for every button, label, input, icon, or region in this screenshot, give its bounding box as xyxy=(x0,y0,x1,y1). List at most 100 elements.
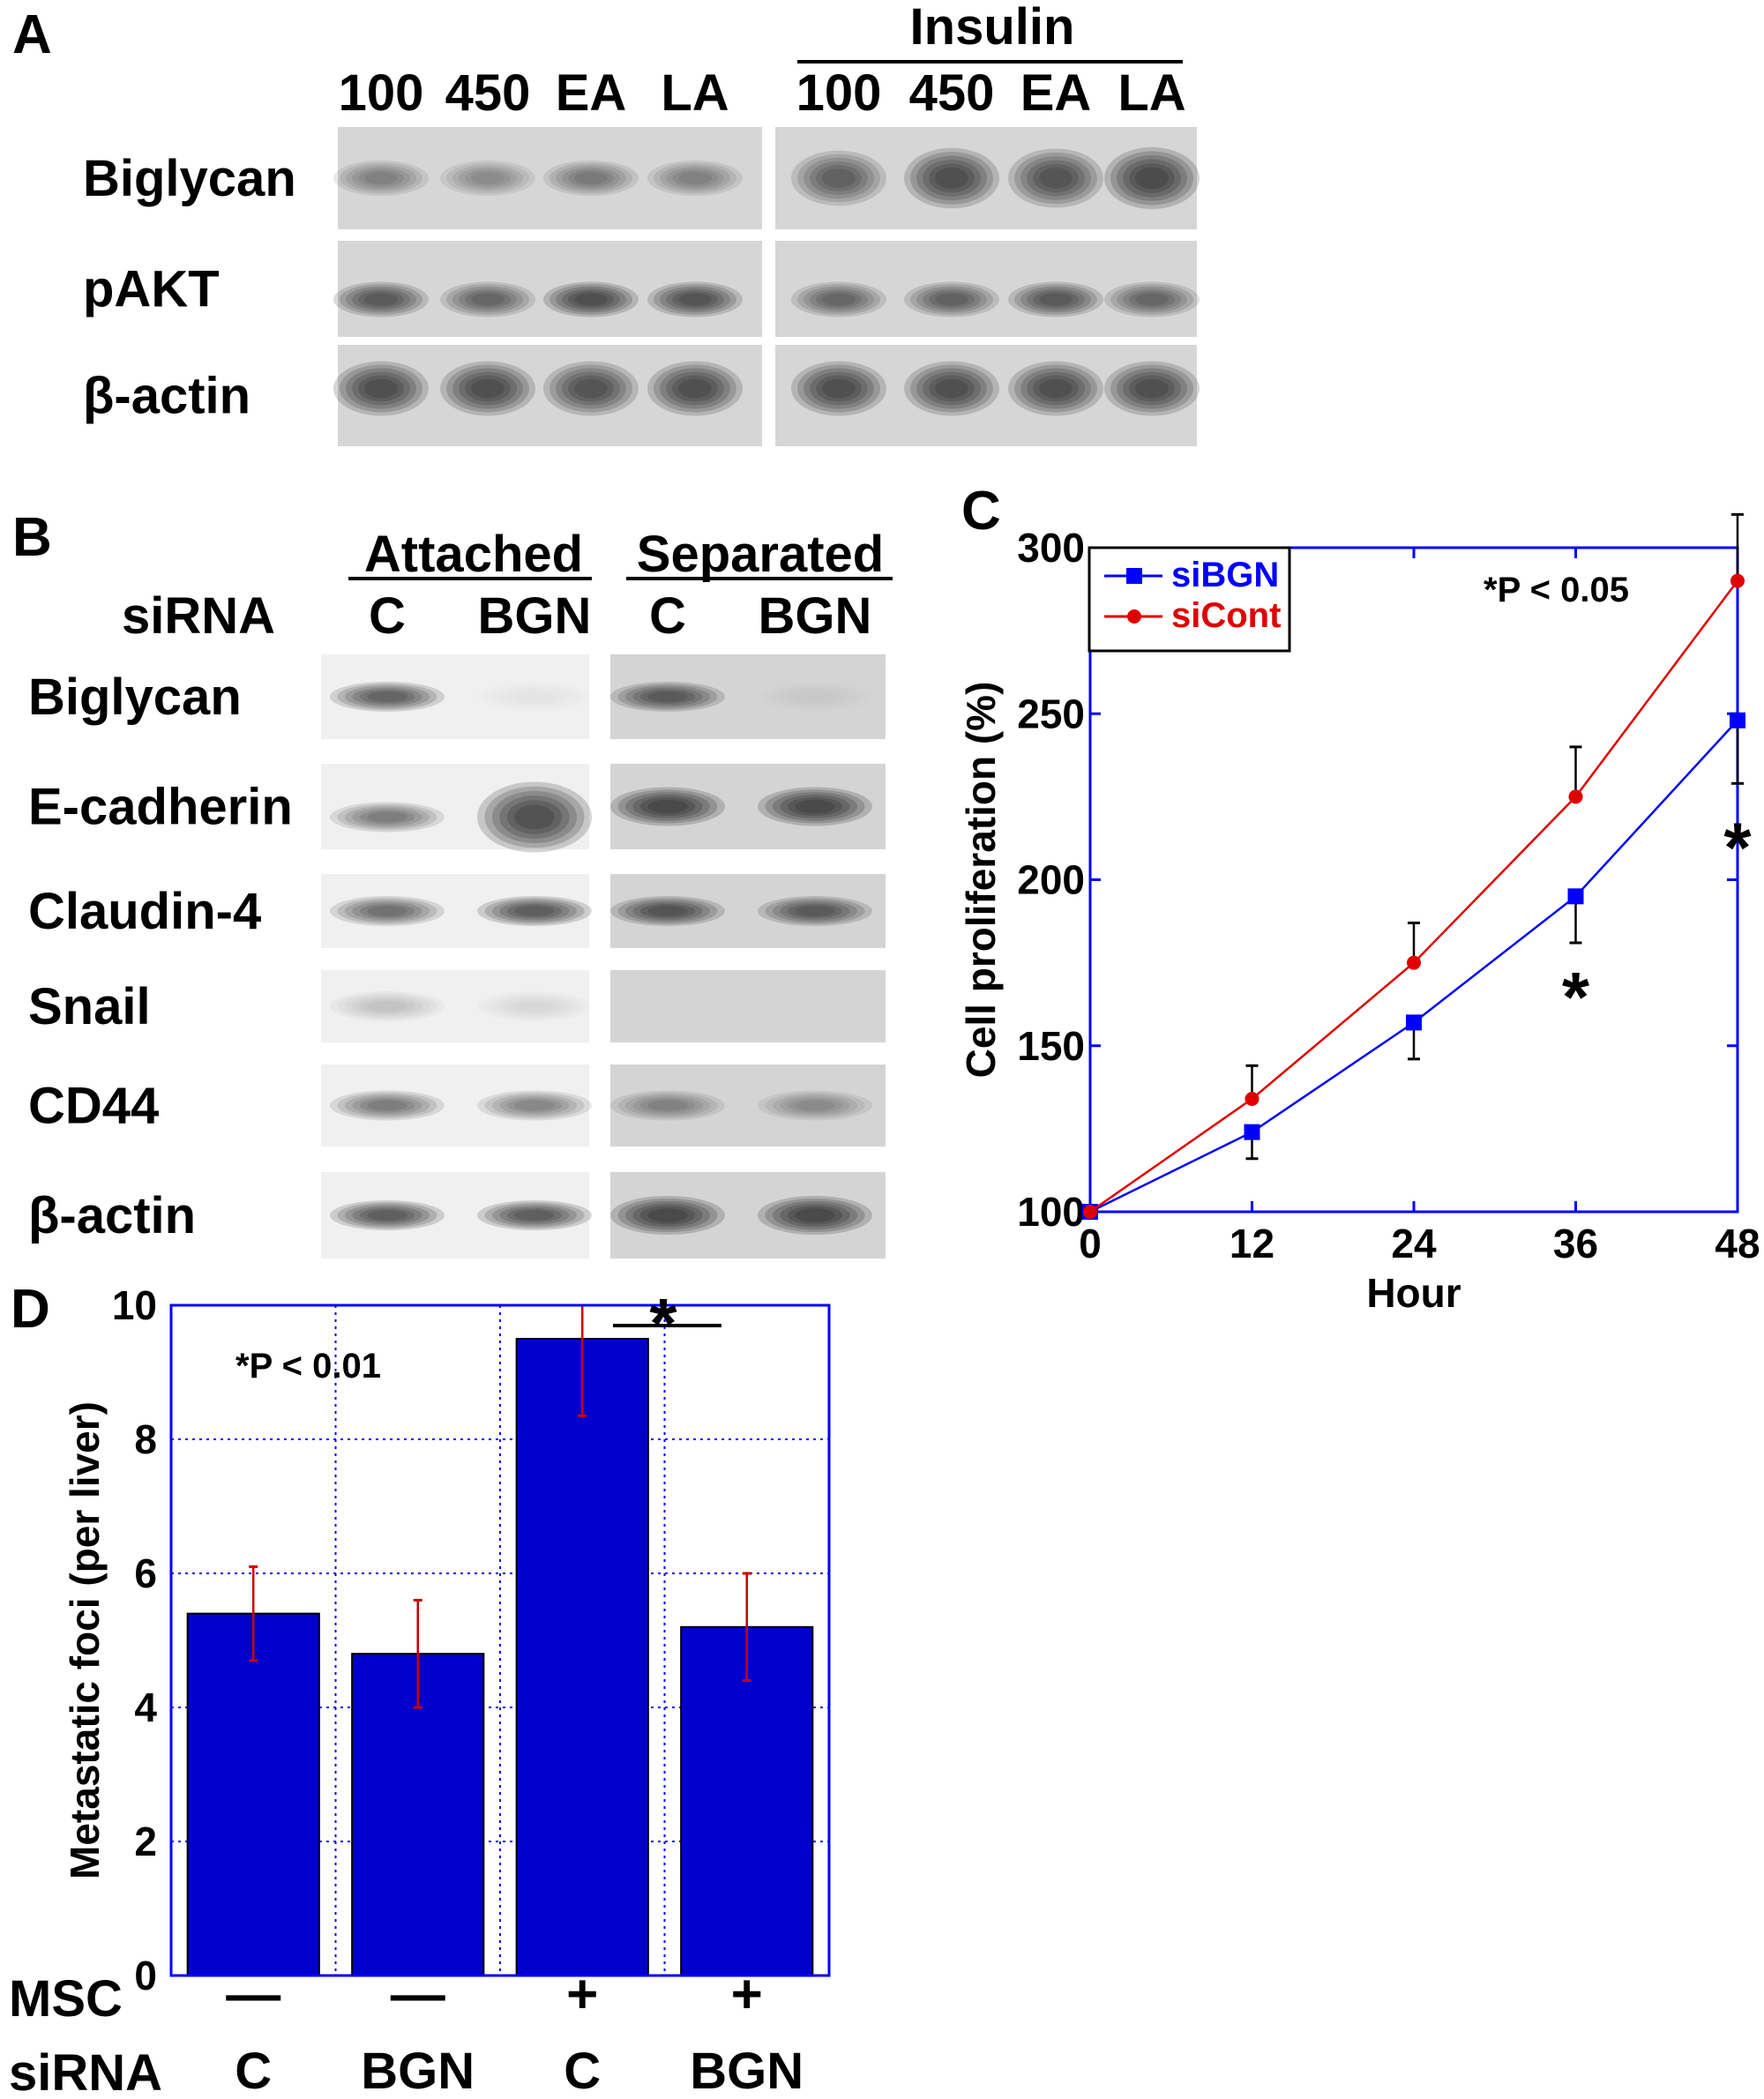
blot-band xyxy=(935,293,968,306)
blot-band xyxy=(797,364,880,413)
blot-band xyxy=(624,1094,711,1117)
data-point-siBGN xyxy=(1406,1014,1422,1031)
blot-band xyxy=(1104,147,1200,209)
blot-band xyxy=(499,1206,570,1225)
blot-band xyxy=(816,165,862,191)
blot-band xyxy=(632,687,703,706)
blot-band xyxy=(499,796,570,839)
blot-band xyxy=(1039,293,1073,306)
y-tick-label: 10 xyxy=(112,1282,157,1328)
significance-star: * xyxy=(1723,809,1752,887)
blot-band xyxy=(543,281,639,317)
y-tick-label: 0 xyxy=(134,1953,157,1998)
blot-band xyxy=(556,368,626,409)
y-tick-label: 2 xyxy=(134,1819,157,1864)
blot-band xyxy=(929,375,975,402)
blot-band xyxy=(791,281,886,317)
blot-band xyxy=(666,167,724,190)
blot-band xyxy=(772,900,858,923)
blot-band xyxy=(772,1094,858,1117)
blot-band xyxy=(1123,159,1181,198)
y-tick-label: 6 xyxy=(134,1550,157,1596)
blot-strip xyxy=(321,874,589,948)
legend-label-siCont: siCont xyxy=(1171,596,1281,635)
sirna-category-label: BGN xyxy=(361,2043,475,2099)
blot-band xyxy=(1110,284,1193,315)
blot-band xyxy=(352,371,410,406)
blot-band xyxy=(543,361,639,416)
blot-band xyxy=(632,1203,703,1228)
blot-row-label: Claudin-4 xyxy=(28,883,261,940)
blot-band xyxy=(471,378,505,399)
lane-label: 100 xyxy=(339,64,424,122)
blot-row-label: β-actin xyxy=(28,1187,196,1244)
blot-band xyxy=(333,361,429,416)
blot-band xyxy=(491,790,578,844)
blot-band xyxy=(514,691,555,702)
blot-band xyxy=(797,284,880,315)
blot-band xyxy=(804,286,874,313)
blot-band xyxy=(916,286,987,313)
blot-band xyxy=(1014,152,1097,205)
blot-band xyxy=(1020,286,1091,313)
blot-band xyxy=(562,167,620,190)
blot-band xyxy=(340,162,422,194)
blot-band xyxy=(514,1001,555,1012)
blot-band xyxy=(660,286,730,313)
msc-indicator: — xyxy=(226,1964,280,2025)
blot-band xyxy=(344,685,430,708)
blot-band xyxy=(624,685,711,708)
blot-strip xyxy=(610,1172,886,1259)
blot-band xyxy=(337,803,437,831)
blot-band xyxy=(639,1098,696,1113)
blot-band xyxy=(346,368,416,409)
data-point-siCont xyxy=(1730,573,1745,588)
sirna-category-label: C xyxy=(235,2043,272,2099)
blot-band xyxy=(787,1206,843,1225)
blot-band xyxy=(678,172,712,184)
blot-band xyxy=(1110,151,1193,205)
blot-band xyxy=(610,896,725,926)
blot-band xyxy=(910,152,993,205)
panel-letter-d: D xyxy=(11,1279,50,1340)
significance-star: * xyxy=(1562,958,1590,1036)
blot-band xyxy=(904,361,999,416)
lane-label: BGN xyxy=(759,587,872,645)
blot-band xyxy=(639,796,696,817)
msc-indicator: — xyxy=(391,1964,445,2025)
lane-label: BGN xyxy=(478,587,592,645)
blot-band xyxy=(359,1207,415,1223)
blot-band xyxy=(344,900,430,923)
blot-band xyxy=(758,1090,872,1121)
blot-band xyxy=(367,1210,407,1221)
lane-label: 100 xyxy=(796,64,882,122)
blot-band xyxy=(333,281,429,317)
blot-band xyxy=(346,165,416,191)
blot-band xyxy=(916,368,987,409)
lane-label: C xyxy=(369,587,406,645)
panel-letter-b: B xyxy=(12,507,52,568)
blot-band xyxy=(344,805,430,829)
blot-band xyxy=(562,288,620,310)
blot-band xyxy=(344,1204,430,1227)
blot-band xyxy=(1129,375,1175,402)
blot-band xyxy=(1033,163,1079,193)
panel-b-western-blot: Attached Separated siRNA C BGN C BGN Biglyca… xyxy=(28,526,893,1259)
blot-band xyxy=(795,691,835,702)
blot-band xyxy=(647,1100,688,1111)
sirna-label: siRNA xyxy=(122,587,275,645)
blot-band xyxy=(780,1203,850,1228)
blot-band xyxy=(1123,371,1181,406)
x-tick-label: 24 xyxy=(1391,1221,1437,1266)
blot-band xyxy=(639,1206,696,1225)
blot-band xyxy=(935,168,968,189)
blot-band xyxy=(491,900,578,923)
blot-band xyxy=(452,368,523,409)
blot-band xyxy=(367,811,407,823)
blot-band xyxy=(330,1090,445,1121)
blot-band xyxy=(446,284,529,315)
blot-band xyxy=(471,172,505,184)
blot-band xyxy=(477,1200,592,1230)
blot-band xyxy=(337,683,437,710)
blot-band xyxy=(574,172,608,184)
